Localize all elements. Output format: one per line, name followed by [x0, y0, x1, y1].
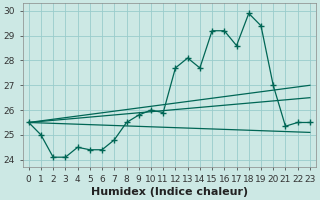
X-axis label: Humidex (Indice chaleur): Humidex (Indice chaleur): [91, 187, 248, 197]
